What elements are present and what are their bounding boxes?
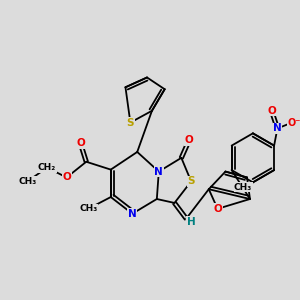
Text: N: N: [128, 209, 137, 219]
Text: N: N: [273, 123, 282, 134]
Text: O: O: [267, 106, 276, 116]
Text: CH₃: CH₃: [18, 177, 37, 186]
Text: O: O: [185, 135, 194, 145]
Text: CH₂: CH₂: [38, 163, 56, 172]
Text: S: S: [127, 118, 134, 128]
Text: O: O: [213, 204, 222, 214]
Text: O: O: [62, 172, 71, 182]
Text: N: N: [154, 167, 163, 177]
Text: H: H: [187, 217, 196, 226]
Text: O: O: [76, 138, 85, 148]
Text: CH₃: CH₃: [234, 183, 252, 192]
Text: O⁻: O⁻: [287, 118, 300, 128]
Text: S: S: [188, 176, 195, 186]
Text: CH₃: CH₃: [79, 204, 97, 213]
